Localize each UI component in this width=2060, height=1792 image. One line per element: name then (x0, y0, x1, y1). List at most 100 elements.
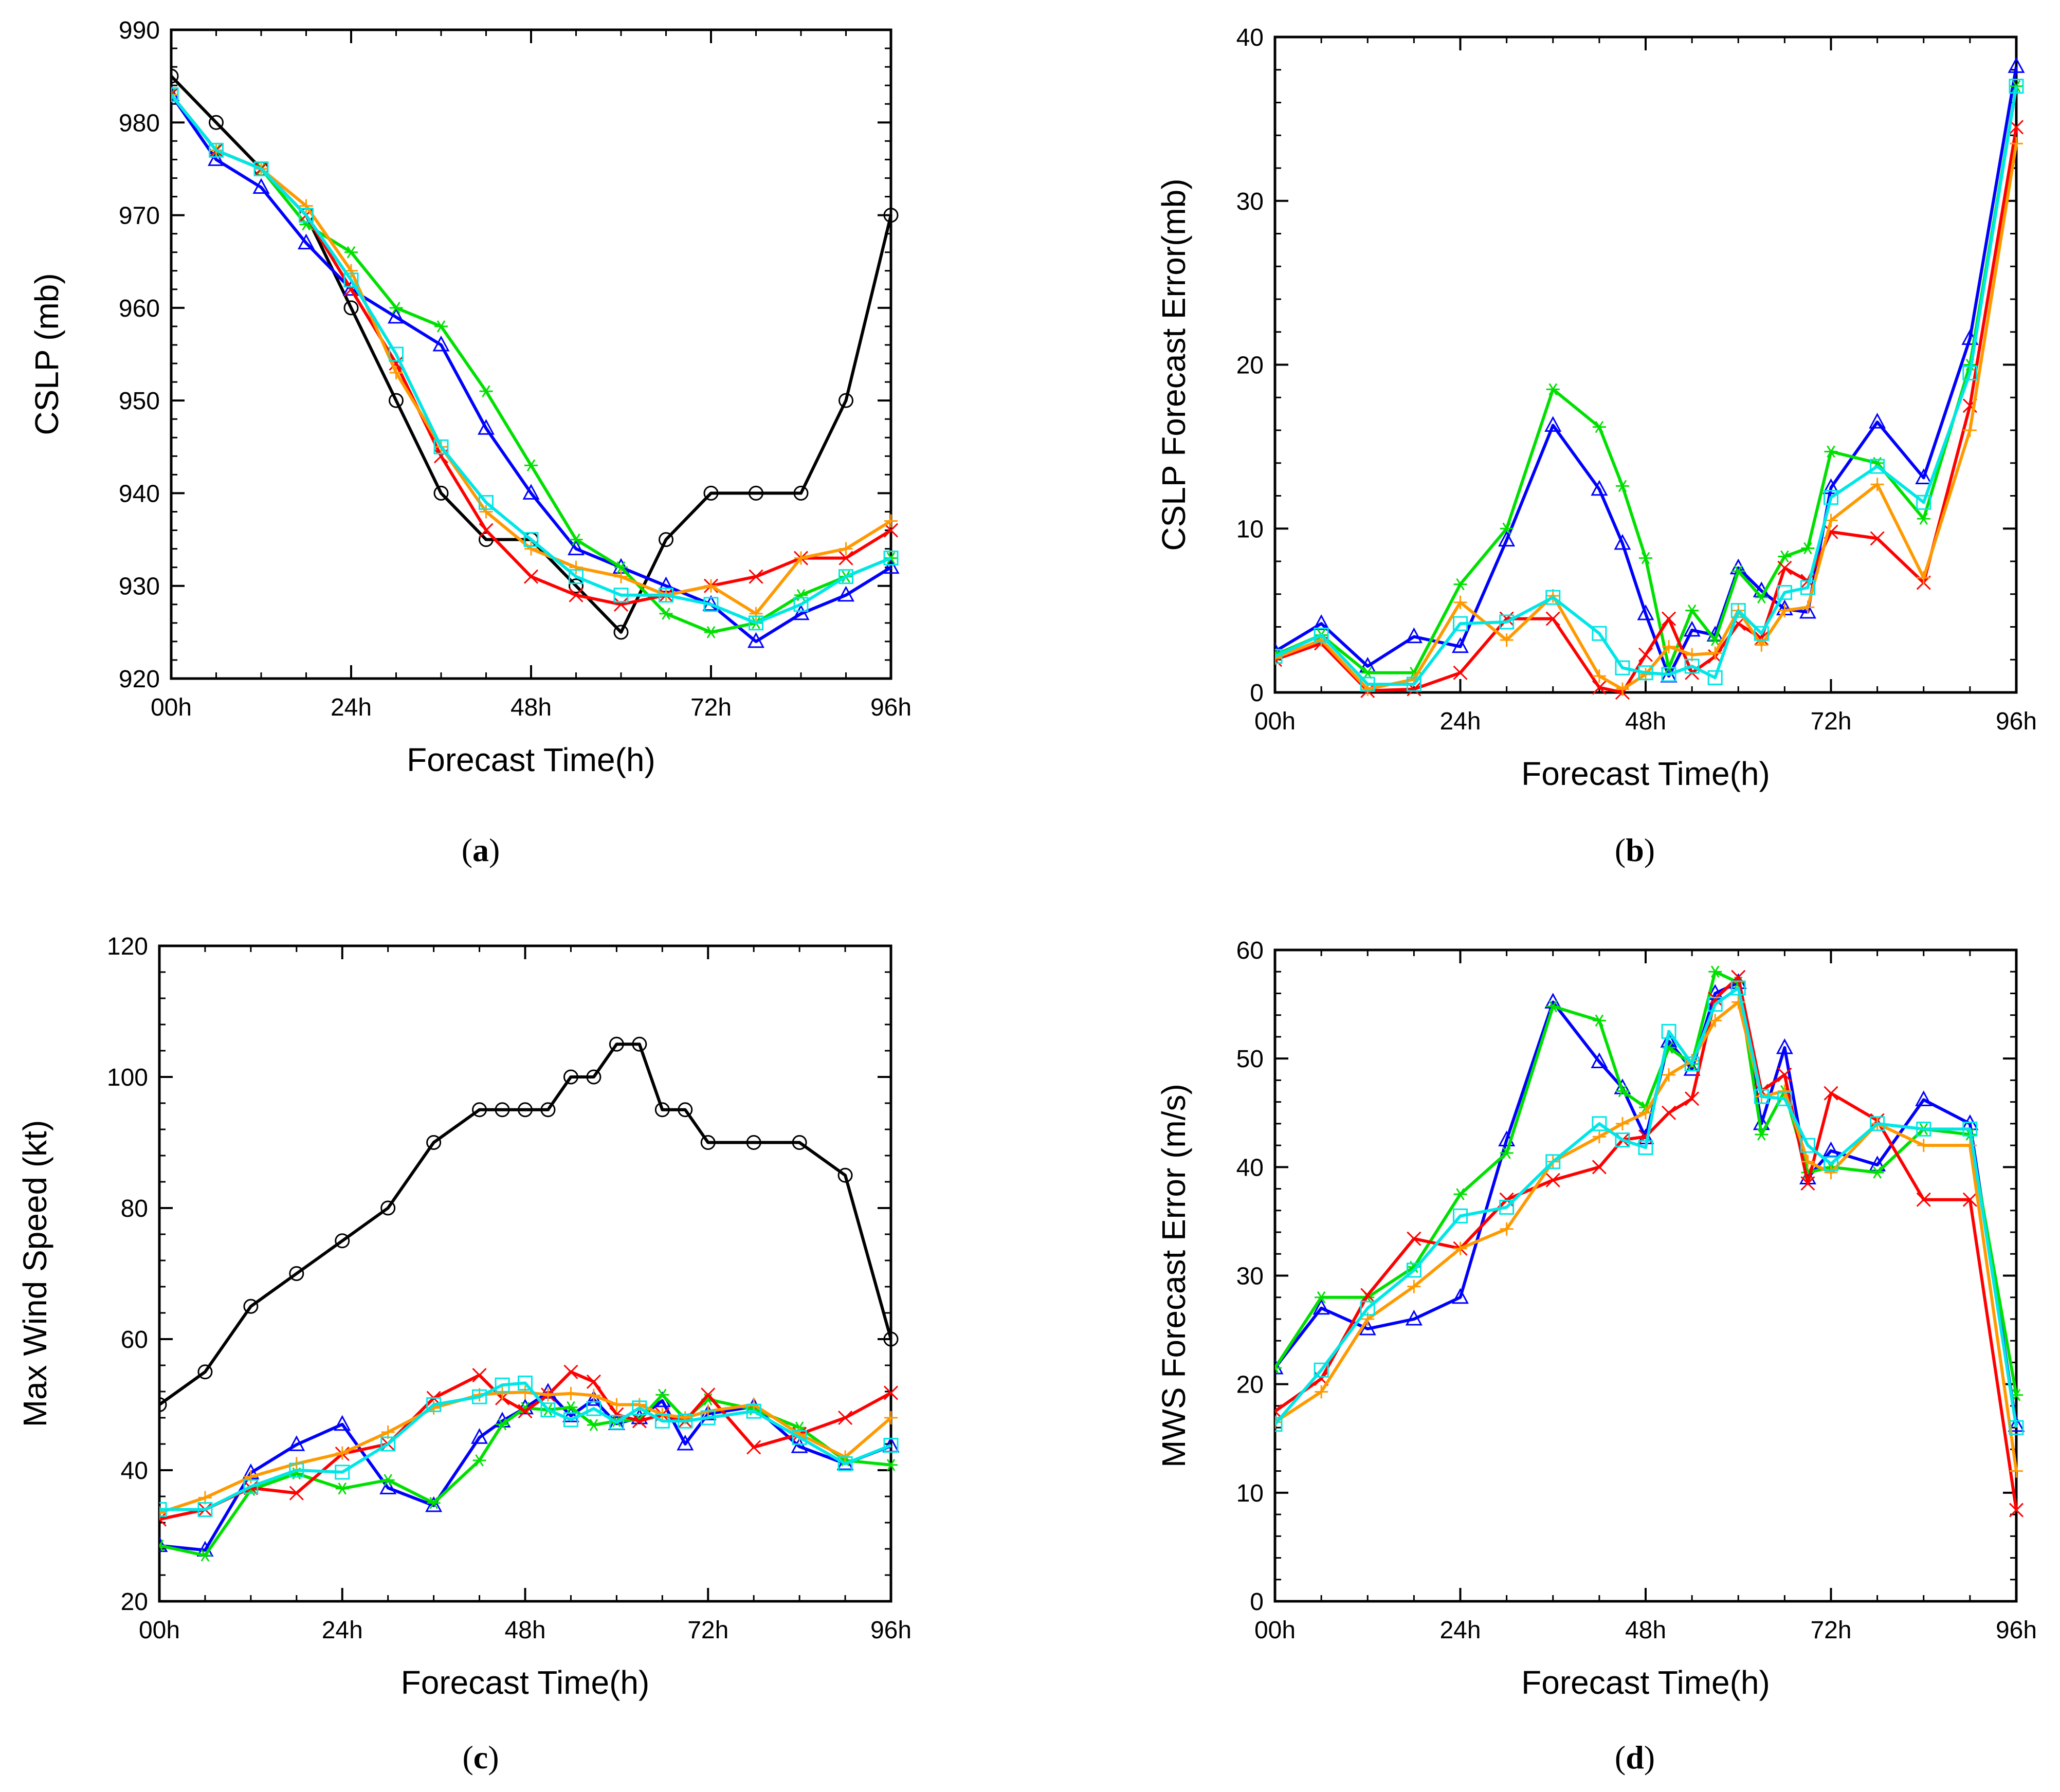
point-green-c (655, 1388, 669, 1401)
point-orange-a (171, 88, 178, 102)
series-group-d (1275, 965, 2025, 1517)
point-blue-d (1359, 1319, 1376, 1336)
point-red-d (1275, 1404, 1283, 1419)
series-group-a (171, 68, 900, 648)
point-green-b (1824, 445, 1838, 458)
point-black-a (749, 485, 763, 501)
point-green-b (1592, 420, 1606, 433)
point-cyan-b (1777, 585, 1792, 600)
point-cyan-b (1824, 490, 1838, 505)
point-blue-a (477, 419, 495, 435)
panel-c: 20 40 60 80 100 120 00h 24h 48h 72h 96h Forecast Ti… (16, 933, 911, 1776)
point-cyan-a (838, 569, 853, 584)
point-cyan-b (1800, 580, 1815, 595)
point-red-d (1962, 1192, 1977, 1207)
point-orange-d (1407, 1279, 1421, 1293)
point-black-c (563, 1069, 578, 1085)
x-tick-label-a: 24h (331, 694, 372, 721)
y-tick-label-d: 0 (1250, 1588, 1264, 1616)
point-black-a (883, 208, 899, 223)
point-cyan-b (1360, 676, 1375, 692)
point-blue-b (1915, 468, 1933, 484)
x-tick-label-d: 48h (1625, 1617, 1666, 1644)
point-orange-c (335, 1446, 349, 1460)
point-cyan-a (299, 208, 314, 223)
point-black-a (793, 485, 809, 501)
point-green-a (344, 246, 358, 259)
series-line-green-d (1275, 970, 2018, 1396)
point-orange-c (610, 1398, 624, 1412)
point-black-a (569, 578, 584, 594)
point-orange-d (1639, 1106, 1652, 1120)
point-blue-b (1683, 620, 1701, 637)
point-blue-c (159, 1536, 168, 1552)
point-orange-c (884, 1411, 898, 1424)
point-blue-d (1915, 1090, 1933, 1106)
point-orange-b (1778, 604, 1792, 617)
point-green-a (479, 385, 493, 397)
y-axis-title-a: CSLP (mb) (28, 273, 65, 435)
point-red-d (2009, 1503, 2024, 1517)
point-blue-b (1405, 627, 1423, 644)
point-green-c (472, 1454, 486, 1467)
point-blue-b (1799, 602, 1816, 619)
point-blue-b (1451, 637, 1469, 653)
point-red-b (1777, 560, 1792, 575)
point-orange-a (704, 579, 718, 593)
point-black-a (389, 393, 404, 408)
point-green-b (1453, 578, 1467, 591)
point-orange-b (1592, 669, 1606, 683)
point-cyan-d (2009, 1420, 2024, 1435)
point-black-a (479, 532, 494, 547)
point-orange-b (1662, 639, 1676, 653)
series-line-blue-c (159, 1391, 892, 1552)
point-cyan-b (1638, 665, 1653, 681)
point-blue-a (387, 307, 405, 324)
point-cyan-d (1638, 1140, 1653, 1155)
point-blue-a (522, 484, 540, 500)
point-orange-d (1963, 1139, 1977, 1153)
point-orange-c (244, 1470, 258, 1484)
point-red-c (837, 1410, 853, 1425)
point-orange-b (1275, 651, 1282, 665)
series-line-cyan-c (159, 1381, 892, 1511)
series-group-c (159, 1036, 900, 1562)
x-axis-title-a: Forecast Time(h) (407, 741, 655, 778)
point-red-b (1453, 665, 1468, 680)
panel-label-letter-b: b (1626, 832, 1644, 868)
point-blue-d (2008, 1416, 2025, 1432)
x-axis-title-d: Forecast Time(h) (1521, 1664, 1770, 1701)
point-orange-b (1708, 646, 1722, 660)
y-tick-label-d: 20 (1236, 1372, 1264, 1399)
series-line-cyan-a (171, 94, 892, 625)
point-blue-c (471, 1428, 488, 1444)
point-cyan-b (1707, 670, 1723, 685)
point-black-c (746, 1135, 761, 1150)
point-cyan-a (749, 615, 763, 631)
point-black-c (632, 1036, 647, 1052)
point-blue-a (792, 604, 810, 620)
y-tick-label-a: 980 (119, 109, 160, 137)
point-orange-d (1801, 1155, 1815, 1168)
point-green-c (884, 1458, 898, 1471)
point-orange-b (1500, 633, 1514, 647)
panel-label-open-d: ( (1615, 1739, 1626, 1776)
x-tick-label-d: 96h (1996, 1617, 2037, 1644)
x-tick-label-c: 72h (687, 1617, 728, 1644)
series-line-cyan-b (1275, 86, 2018, 686)
point-cyan-d (1406, 1263, 1421, 1278)
y-tick-label-a: 970 (119, 203, 160, 230)
point-red-d (1777, 1067, 1792, 1082)
point-orange-d (1615, 1117, 1629, 1130)
point-cyan-c (792, 1430, 807, 1445)
point-red-b (1545, 611, 1560, 626)
point-green-b (1500, 522, 1514, 535)
panel-label-open-b: ( (1615, 832, 1626, 868)
point-cyan-b (1545, 590, 1561, 605)
point-green-c (564, 1401, 578, 1414)
panel-b: 0 10 20 30 40 00h 24h 48h 72h 96h Forecast Time(h)… (1155, 24, 2037, 868)
point-green-d (1708, 965, 1722, 978)
point-orange-d (1592, 1130, 1606, 1144)
point-cyan-b (1406, 676, 1421, 692)
